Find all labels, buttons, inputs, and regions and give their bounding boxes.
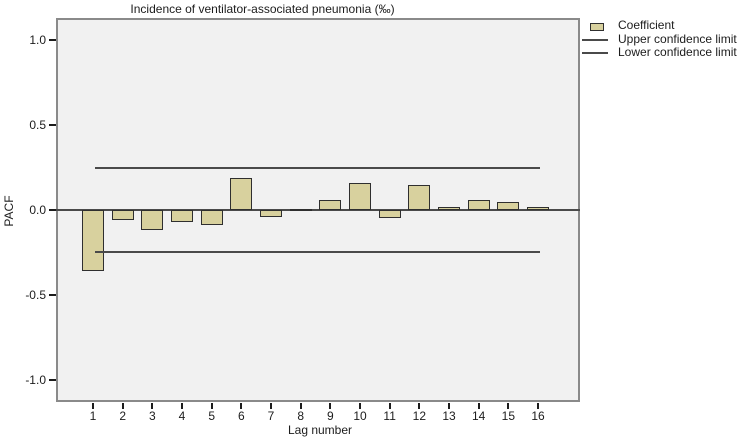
zero-line — [56, 209, 580, 211]
y-tick-mark — [49, 209, 56, 211]
x-tick-label: 16 — [531, 409, 545, 423]
x-tick-mark — [270, 403, 272, 409]
coefficient-swatch-icon — [590, 23, 604, 31]
pacf-bar-6 — [230, 177, 253, 210]
x-tick-label: 12 — [412, 409, 426, 423]
legend-label-lower-confidence: Lower confidence limit — [618, 45, 737, 59]
x-tick-label: 14 — [471, 409, 486, 423]
pacf-bar-8 — [289, 209, 312, 212]
pacf-bar-16 — [527, 207, 549, 210]
y-tick-label: 1.0 — [29, 33, 46, 48]
pacf-bar-14 — [467, 199, 490, 210]
pacf-bar-1 — [82, 210, 104, 272]
y-tick-mark — [49, 39, 56, 42]
y-tick-label: -1.0 — [25, 372, 46, 387]
x-tick-mark — [537, 403, 539, 409]
x-tick-mark — [240, 403, 243, 409]
legend-label-coefficient: Coefficient — [618, 18, 675, 32]
pacf-bar-11 — [378, 210, 401, 218]
x-tick-mark — [507, 403, 510, 409]
x-tick-label: 8 — [297, 409, 304, 423]
x-tick-label: 9 — [326, 409, 334, 423]
chart-title: Incidence of ventilator-associated pneum… — [130, 2, 395, 16]
x-tick-mark — [477, 403, 480, 409]
y-tick-mark — [49, 124, 56, 127]
x-tick-label: 15 — [501, 409, 515, 423]
x-tick-label: 3 — [148, 409, 156, 423]
x-tick-mark — [418, 403, 421, 409]
pacf-bar-15 — [497, 201, 520, 210]
x-tick-mark — [210, 403, 213, 409]
x-tick-mark — [92, 403, 94, 409]
x-tick-mark — [299, 403, 302, 409]
x-tick-mark — [151, 403, 154, 409]
x-tick-label: 6 — [237, 409, 245, 423]
x-tick-label: 2 — [119, 409, 126, 423]
x-tick-mark — [121, 403, 124, 409]
upper-confidence-line — [95, 167, 540, 170]
pacf-bar-13 — [438, 206, 460, 210]
x-tick-mark — [359, 403, 361, 409]
x-tick-label: 11 — [383, 409, 396, 423]
x-tick-mark — [181, 403, 183, 409]
pacf-bar-7 — [260, 210, 282, 217]
y-tick-mark — [49, 378, 56, 381]
pacf-bar-4 — [171, 210, 193, 222]
pacf-bar-10 — [349, 182, 371, 210]
pacf-bar-3 — [141, 210, 164, 231]
legend-label-upper-confidence: Upper confidence limit — [618, 32, 737, 46]
x-tick-label: 1 — [89, 409, 97, 423]
pacf-bar-12 — [408, 184, 431, 210]
pacf-bar-2 — [111, 210, 134, 221]
x-tick-mark — [448, 403, 450, 409]
x-tick-label: 13 — [442, 409, 456, 423]
upper-confidence-line-icon — [582, 39, 608, 41]
y-tick-label: 0.5 — [29, 118, 46, 133]
x-tick-label: 4 — [178, 409, 186, 423]
x-tick-mark — [388, 403, 391, 409]
y-tick-label: -0.5 — [25, 287, 46, 302]
y-tick-label: 0.0 — [29, 203, 46, 217]
x-tick-label: 5 — [208, 409, 215, 423]
x-tick-label: 7 — [267, 409, 275, 423]
lower-confidence-line — [95, 250, 540, 253]
lower-confidence-line-icon — [582, 52, 608, 54]
x-tick-mark — [329, 403, 332, 409]
legend: Coefficient Upper confidence limit Lower… — [580, 18, 744, 66]
y-tick-mark — [49, 293, 56, 296]
x-axis-title: Lag number — [287, 423, 353, 437]
pacf-bar-9 — [319, 199, 342, 210]
x-tick-label: 10 — [353, 409, 367, 423]
pacf-bar-5 — [200, 210, 223, 226]
